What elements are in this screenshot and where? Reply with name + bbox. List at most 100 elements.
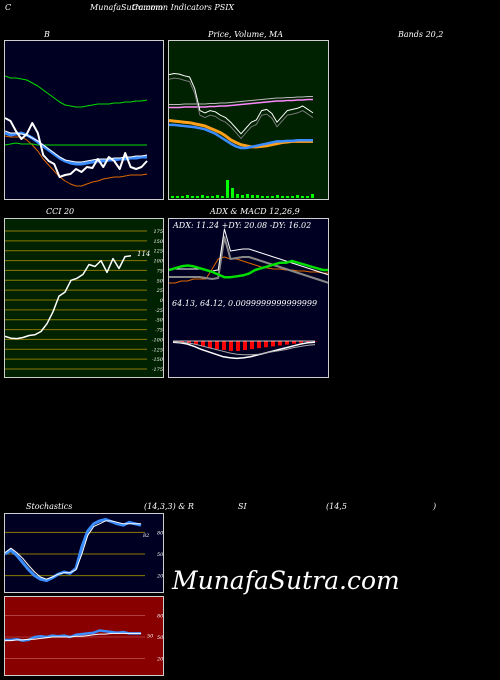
panel-background [5, 219, 163, 377]
ma-pink-line [169, 98, 313, 109]
volume-bar [286, 196, 289, 198]
volume-bar [276, 195, 279, 198]
rsi-panel: 80 50 20 50 [4, 596, 164, 676]
cci-tick-label: 75 [157, 268, 163, 274]
stoch-tick-label: 80 [157, 530, 164, 536]
price-line [5, 117, 148, 178]
rsi-tick-label: 80 [157, 613, 164, 619]
volume-bar [191, 196, 194, 198]
macd-histogram-bar [187, 341, 191, 344]
plus-di-line [169, 228, 328, 276]
macd-signal-line [172, 341, 316, 356]
volume-bar [281, 196, 284, 198]
rsi-signal-line [5, 632, 141, 642]
price-line [169, 73, 314, 135]
macd-histogram-bar [264, 341, 268, 348]
volume-bar [231, 188, 234, 198]
price-panel [168, 40, 329, 200]
volume-bar [216, 195, 219, 198]
rsi-params: (14,5 [326, 502, 347, 511]
volume-bar [266, 196, 269, 198]
rsi-line [5, 629, 141, 642]
ma-blue-line [169, 123, 313, 150]
panel-background [169, 219, 328, 377]
cci-tick-label: 25 [156, 288, 163, 294]
macd-histogram-bar [257, 341, 261, 349]
volume-bar [236, 194, 239, 198]
macd-histogram-bar [194, 341, 198, 345]
macd-line [172, 341, 316, 360]
brand-watermark: MunafaSutra.com [172, 566, 400, 595]
macd-histogram-bar [250, 341, 254, 350]
macd-histogram-bar [201, 341, 205, 347]
bollinger-panel [4, 40, 164, 200]
adx-orange-line [169, 256, 328, 284]
volume-bar [206, 196, 209, 198]
cci-tick-label: 150 [153, 239, 163, 245]
stoch-params: (14,3,3) & R [144, 502, 194, 511]
stoch-d-line [5, 520, 141, 580]
cci-tick-label: -125 [152, 347, 163, 353]
macd-histogram-bar [271, 341, 275, 347]
volume-bar [306, 196, 309, 198]
macd-histogram-bar [222, 341, 226, 350]
volume-bar [171, 196, 174, 198]
macd-histogram-bar [292, 341, 296, 344]
stoch-title: Stochastics [26, 502, 73, 511]
minus-di-line [169, 259, 328, 279]
rsi-tick-label: 50 [157, 635, 164, 641]
volume-bar [211, 196, 214, 198]
adx-macd-panel: ADX: 11.24 +DY: 20.08 -DY: 16.02 64.13, … [168, 218, 329, 378]
macd-histogram-bar [285, 341, 289, 345]
volume-bar [246, 194, 249, 198]
chart-subtitle: Common Indicators PSIX [132, 3, 235, 12]
panel-background [5, 41, 163, 199]
volume-bar [221, 196, 224, 198]
stoch-last-value: 82 [143, 533, 149, 539]
cci-tick-label: -75 [155, 328, 163, 334]
price-chart [169, 41, 328, 199]
adx-line [169, 236, 328, 284]
volume-bar [301, 196, 304, 198]
macd-histogram-bar [229, 341, 233, 351]
adx-macd-chart [169, 219, 328, 377]
cci-title: CCI 20 [46, 207, 75, 216]
cci-tick-label: -175 [152, 367, 163, 373]
bands-title: Bands 20,2 [398, 30, 444, 39]
panel-background [169, 41, 328, 199]
volume-bar [271, 196, 274, 198]
bollinger-title: B [44, 30, 50, 39]
price-shadow-line [169, 77, 314, 139]
volume-bar [181, 196, 184, 198]
cci-tick-label: 175 [153, 229, 163, 235]
panel-background [5, 597, 163, 675]
rsi-chart: 80 50 20 50 [5, 597, 164, 675]
lower-band-line [5, 135, 148, 187]
volume-bar [196, 196, 199, 198]
volume-bar [296, 195, 299, 198]
adx-title: ADX & MACD 12,26,9 [210, 207, 300, 216]
volume-bar [256, 195, 259, 198]
adx-legend: ADX: 11.24 +DY: 20.08 -DY: 16.02 [173, 221, 312, 230]
cci-tick-label: -50 [155, 318, 164, 324]
volume-bar [176, 196, 179, 198]
bollinger-chart [5, 41, 163, 199]
volume-bar [261, 196, 264, 198]
cci-panel: 175 150 125 100 75 50 25 0 -25 -50 -75 -100 -125 -150… [4, 218, 164, 378]
volume-bar [226, 180, 229, 198]
stoch-tick-label: 20 [156, 574, 164, 580]
panel-background [5, 514, 163, 592]
volume-bar [251, 195, 254, 198]
rsi-close-paren: ) [433, 502, 437, 511]
macd-histogram-bar [236, 341, 240, 351]
cci-last-value: 114 [137, 250, 150, 258]
volume-bar [291, 196, 294, 198]
cci-tick-label: -150 [152, 357, 164, 363]
cci-tick-label: 100 [153, 259, 163, 265]
rsi-title: SI [238, 502, 247, 511]
stochastics-panel: 80 50 20 82 [4, 513, 164, 593]
upper-band-line [5, 75, 148, 108]
rsi-last-value: 50 [147, 633, 154, 639]
macd-legend: 64.13, 64.12, 0.0099999999999999 [172, 299, 318, 308]
cci-tick-label: 0 [160, 298, 164, 304]
